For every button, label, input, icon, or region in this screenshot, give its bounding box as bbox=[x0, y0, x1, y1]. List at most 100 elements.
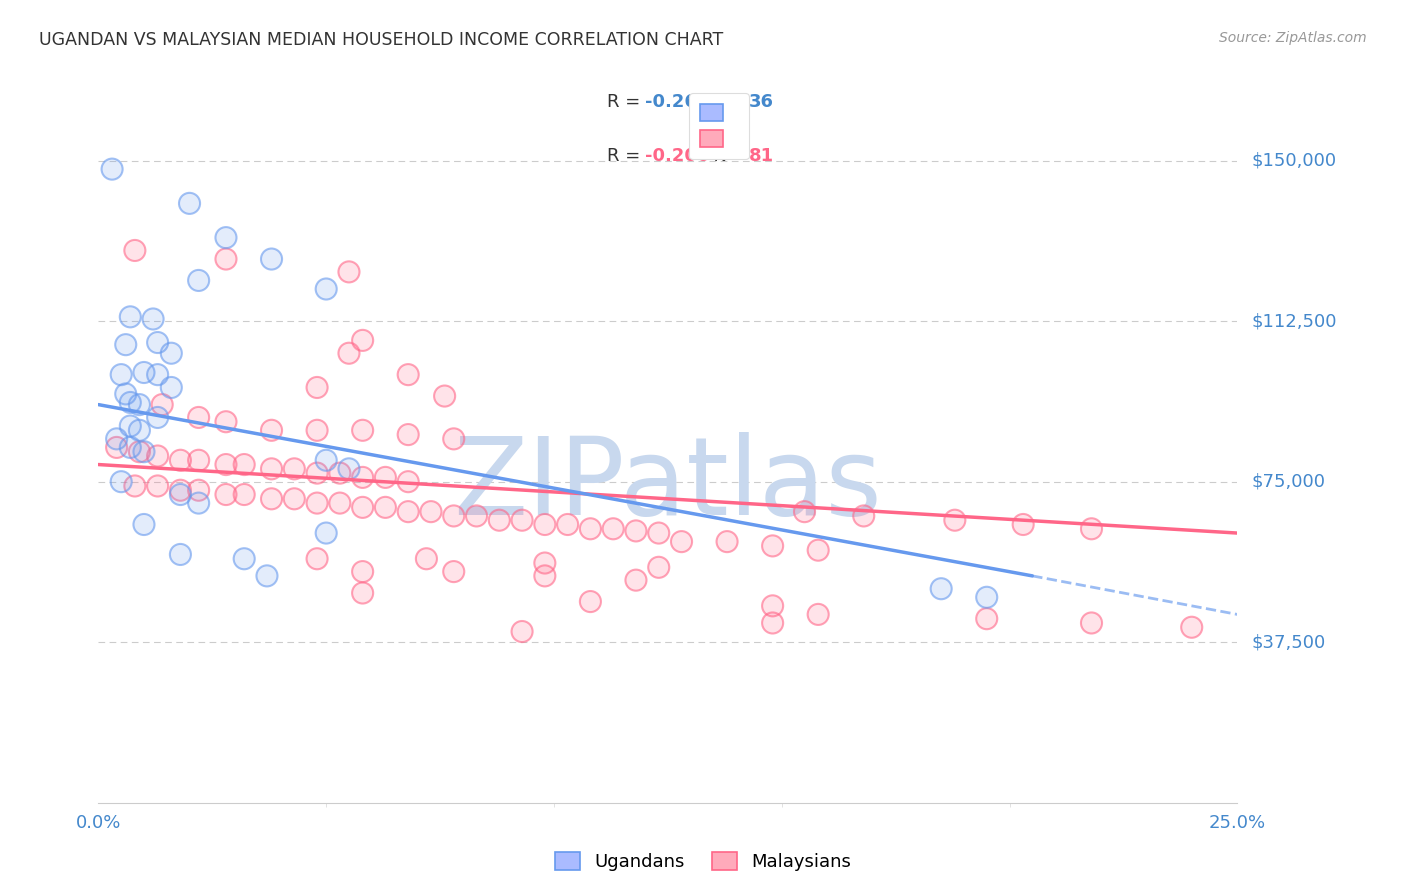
Point bbox=[443, 508, 465, 523]
Point bbox=[465, 508, 488, 523]
Point bbox=[260, 462, 283, 476]
Point bbox=[352, 423, 374, 437]
Point bbox=[396, 475, 419, 489]
Point bbox=[510, 624, 533, 639]
Point bbox=[114, 337, 136, 351]
Point bbox=[120, 395, 142, 409]
Point bbox=[114, 387, 136, 401]
Point bbox=[215, 230, 238, 244]
Point bbox=[602, 522, 624, 536]
Point bbox=[132, 444, 155, 458]
Point bbox=[976, 591, 998, 605]
Point bbox=[215, 487, 238, 501]
Text: R =: R = bbox=[607, 147, 647, 165]
Point bbox=[352, 470, 374, 484]
Point bbox=[128, 444, 150, 458]
Point bbox=[716, 534, 738, 549]
Point bbox=[648, 560, 671, 574]
Point bbox=[307, 380, 329, 394]
Point bbox=[105, 432, 128, 446]
Point bbox=[307, 466, 329, 480]
Point bbox=[120, 310, 142, 324]
Point bbox=[260, 423, 283, 437]
Point bbox=[160, 346, 183, 360]
Point bbox=[534, 517, 557, 532]
Point bbox=[374, 470, 396, 484]
Text: -0.260: -0.260 bbox=[645, 93, 710, 111]
Text: 81: 81 bbox=[749, 147, 773, 165]
Point bbox=[120, 441, 142, 455]
Point bbox=[671, 534, 693, 549]
Point bbox=[150, 398, 173, 412]
Point bbox=[352, 423, 374, 437]
Point bbox=[929, 582, 952, 596]
Point bbox=[510, 513, 533, 527]
Point bbox=[534, 556, 557, 570]
Point bbox=[233, 551, 256, 566]
Point bbox=[329, 496, 352, 510]
Legend: Ugandans, Malaysians: Ugandans, Malaysians bbox=[547, 845, 859, 879]
Point bbox=[124, 244, 146, 258]
Point bbox=[557, 517, 579, 532]
Point bbox=[124, 244, 146, 258]
Text: ZIPatlas: ZIPatlas bbox=[454, 432, 882, 538]
Point bbox=[352, 586, 374, 600]
Point bbox=[534, 517, 557, 532]
Point bbox=[101, 162, 124, 177]
Point bbox=[215, 458, 238, 472]
Point bbox=[648, 526, 671, 541]
Point bbox=[579, 522, 602, 536]
Point bbox=[1080, 522, 1102, 536]
Point bbox=[374, 500, 396, 515]
Point bbox=[374, 470, 396, 484]
Text: $112,500: $112,500 bbox=[1251, 312, 1337, 330]
Point bbox=[215, 230, 238, 244]
Point bbox=[283, 491, 305, 506]
Text: -0.206: -0.206 bbox=[645, 147, 710, 165]
Point bbox=[943, 513, 966, 527]
Point bbox=[233, 551, 256, 566]
Point bbox=[1012, 517, 1035, 532]
Point bbox=[315, 282, 337, 296]
Point bbox=[1181, 620, 1204, 634]
Point bbox=[329, 466, 352, 480]
Point bbox=[120, 419, 142, 434]
Text: Source: ZipAtlas.com: Source: ZipAtlas.com bbox=[1219, 31, 1367, 45]
Point bbox=[315, 453, 337, 467]
Point bbox=[443, 432, 465, 446]
Point bbox=[146, 335, 169, 350]
Text: $150,000: $150,000 bbox=[1251, 152, 1336, 169]
Point bbox=[128, 398, 150, 412]
Point bbox=[557, 517, 579, 532]
Point bbox=[624, 573, 647, 587]
Point bbox=[260, 252, 283, 266]
Point bbox=[352, 565, 374, 579]
Point bbox=[187, 483, 209, 498]
Point bbox=[374, 500, 396, 515]
Point bbox=[510, 624, 533, 639]
Point bbox=[169, 453, 191, 467]
Point bbox=[215, 415, 238, 429]
Point bbox=[1012, 517, 1035, 532]
Point bbox=[976, 591, 998, 605]
Point bbox=[624, 524, 647, 538]
Point bbox=[762, 615, 785, 630]
Point bbox=[260, 423, 283, 437]
Point bbox=[146, 368, 169, 382]
Point bbox=[179, 196, 201, 211]
Point bbox=[132, 366, 155, 380]
Point bbox=[215, 487, 238, 501]
Point bbox=[260, 491, 283, 506]
Point bbox=[976, 612, 998, 626]
Point bbox=[943, 513, 966, 527]
Point bbox=[187, 496, 209, 510]
Point bbox=[488, 513, 510, 527]
Point bbox=[233, 458, 256, 472]
Text: UGANDAN VS MALAYSIAN MEDIAN HOUSEHOLD INCOME CORRELATION CHART: UGANDAN VS MALAYSIAN MEDIAN HOUSEHOLD IN… bbox=[39, 31, 724, 49]
Point bbox=[120, 419, 142, 434]
Point bbox=[315, 526, 337, 541]
Point bbox=[146, 479, 169, 493]
Point bbox=[352, 500, 374, 515]
Point bbox=[337, 265, 360, 279]
Point bbox=[307, 423, 329, 437]
